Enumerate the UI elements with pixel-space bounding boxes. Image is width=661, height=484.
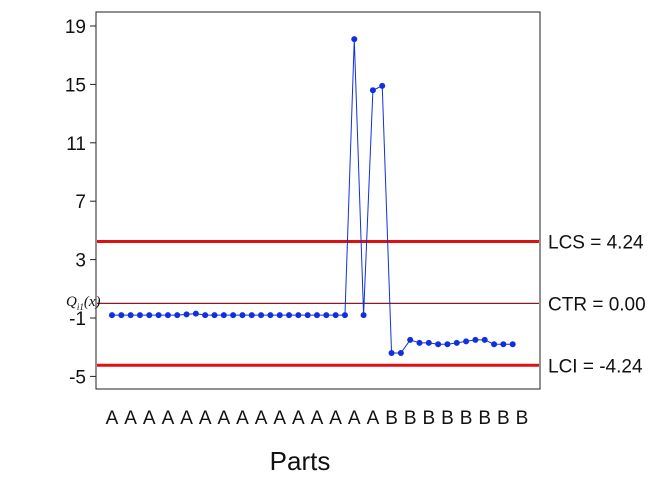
y-axis-title-subscript: i1: [77, 302, 84, 312]
plot-frame: [95, 11, 541, 390]
data-point: [202, 312, 209, 319]
x-category-label: A: [367, 408, 380, 429]
data-point: [444, 341, 451, 348]
data-point: [500, 341, 507, 348]
data-point: [425, 339, 432, 346]
data-point: [481, 336, 488, 343]
x-category-label: B: [404, 408, 417, 429]
data-point: [276, 312, 283, 319]
y-axis-title-main: Q: [66, 294, 77, 310]
y-tick-label: 19: [65, 17, 86, 38]
data-point: [463, 338, 470, 345]
x-category-label: A: [348, 408, 361, 429]
reference-lines: LCS = 4.24 CTR = 0.00 LCI = -4.24: [97, 232, 646, 377]
data-point: [304, 312, 311, 319]
data-point: [220, 312, 227, 319]
x-category-label: B: [460, 408, 473, 429]
data-point: [230, 312, 237, 319]
x-category-label: A: [162, 408, 175, 429]
x-category-label: A: [329, 408, 342, 429]
data-point: [341, 312, 348, 319]
y-tick-label: 15: [65, 75, 86, 96]
data-point: [192, 310, 199, 317]
data-point: [155, 312, 162, 319]
y-tick-label: 7: [75, 192, 86, 213]
y-tick-label: -5: [69, 367, 86, 388]
data-point: [453, 339, 460, 346]
reference-line-label: LCS = 4.24: [548, 232, 644, 253]
x-category-label: A: [311, 408, 324, 429]
x-category-label: A: [236, 408, 249, 429]
data-point: [118, 312, 125, 319]
reference-line-label: CTR = 0.00: [548, 294, 646, 315]
data-point: [416, 339, 423, 346]
data-point: [314, 312, 320, 319]
data-point: [164, 312, 171, 319]
data-point: [397, 350, 404, 357]
data-point: [136, 312, 143, 319]
x-category-label: A: [292, 408, 305, 429]
data-point: [239, 312, 246, 319]
data-point: [472, 336, 479, 343]
data-point: [174, 312, 181, 319]
data-point: [286, 312, 293, 319]
y-axis-title: Qi1(x): [66, 294, 101, 312]
x-category-label: B: [497, 408, 510, 429]
data-series: [109, 36, 516, 357]
y-tick-label: 3: [75, 251, 86, 272]
data-point: [332, 312, 339, 319]
x-category-label: A: [124, 408, 137, 429]
x-category-label: A: [273, 408, 286, 429]
x-category-label: A: [255, 408, 268, 429]
data-point: [267, 312, 274, 319]
data-point: [491, 341, 498, 348]
data-point: [183, 311, 190, 318]
y-axis: 19 15 11 7 3 -1 -5: [65, 17, 96, 388]
data-point: [369, 87, 376, 94]
data-point: [258, 312, 265, 319]
data-point: [379, 82, 386, 89]
x-category-label: B: [516, 408, 529, 429]
x-category-label: A: [143, 408, 156, 429]
data-point: [109, 312, 115, 319]
x-category-label: A: [180, 408, 193, 429]
x-category-label: A: [106, 408, 119, 429]
data-point: [127, 312, 134, 319]
x-category-label: B: [422, 408, 435, 429]
x-category-label: B: [385, 408, 398, 429]
data-point: [407, 336, 414, 343]
x-category-label: B: [441, 408, 454, 429]
reference-line-label: LCI = -4.24: [548, 356, 643, 377]
y-tick-label: 11: [66, 134, 86, 155]
data-point: [351, 36, 358, 43]
data-point: [323, 312, 330, 319]
data-point: [509, 341, 516, 348]
x-category-label: A: [199, 408, 212, 429]
data-point: [388, 350, 395, 357]
data-point: [435, 341, 442, 348]
data-point: [248, 312, 255, 319]
y-tick-label: -1: [69, 309, 86, 330]
data-point: [360, 312, 367, 319]
series-line: [112, 39, 513, 354]
data-point: [146, 312, 153, 319]
x-category-label: A: [217, 408, 230, 429]
data-point: [295, 312, 302, 319]
data-point: [211, 312, 218, 319]
y-axis-title-suffix: (x): [84, 294, 101, 310]
x-category-label: B: [478, 408, 491, 429]
x-axis-title: Parts: [270, 446, 331, 476]
